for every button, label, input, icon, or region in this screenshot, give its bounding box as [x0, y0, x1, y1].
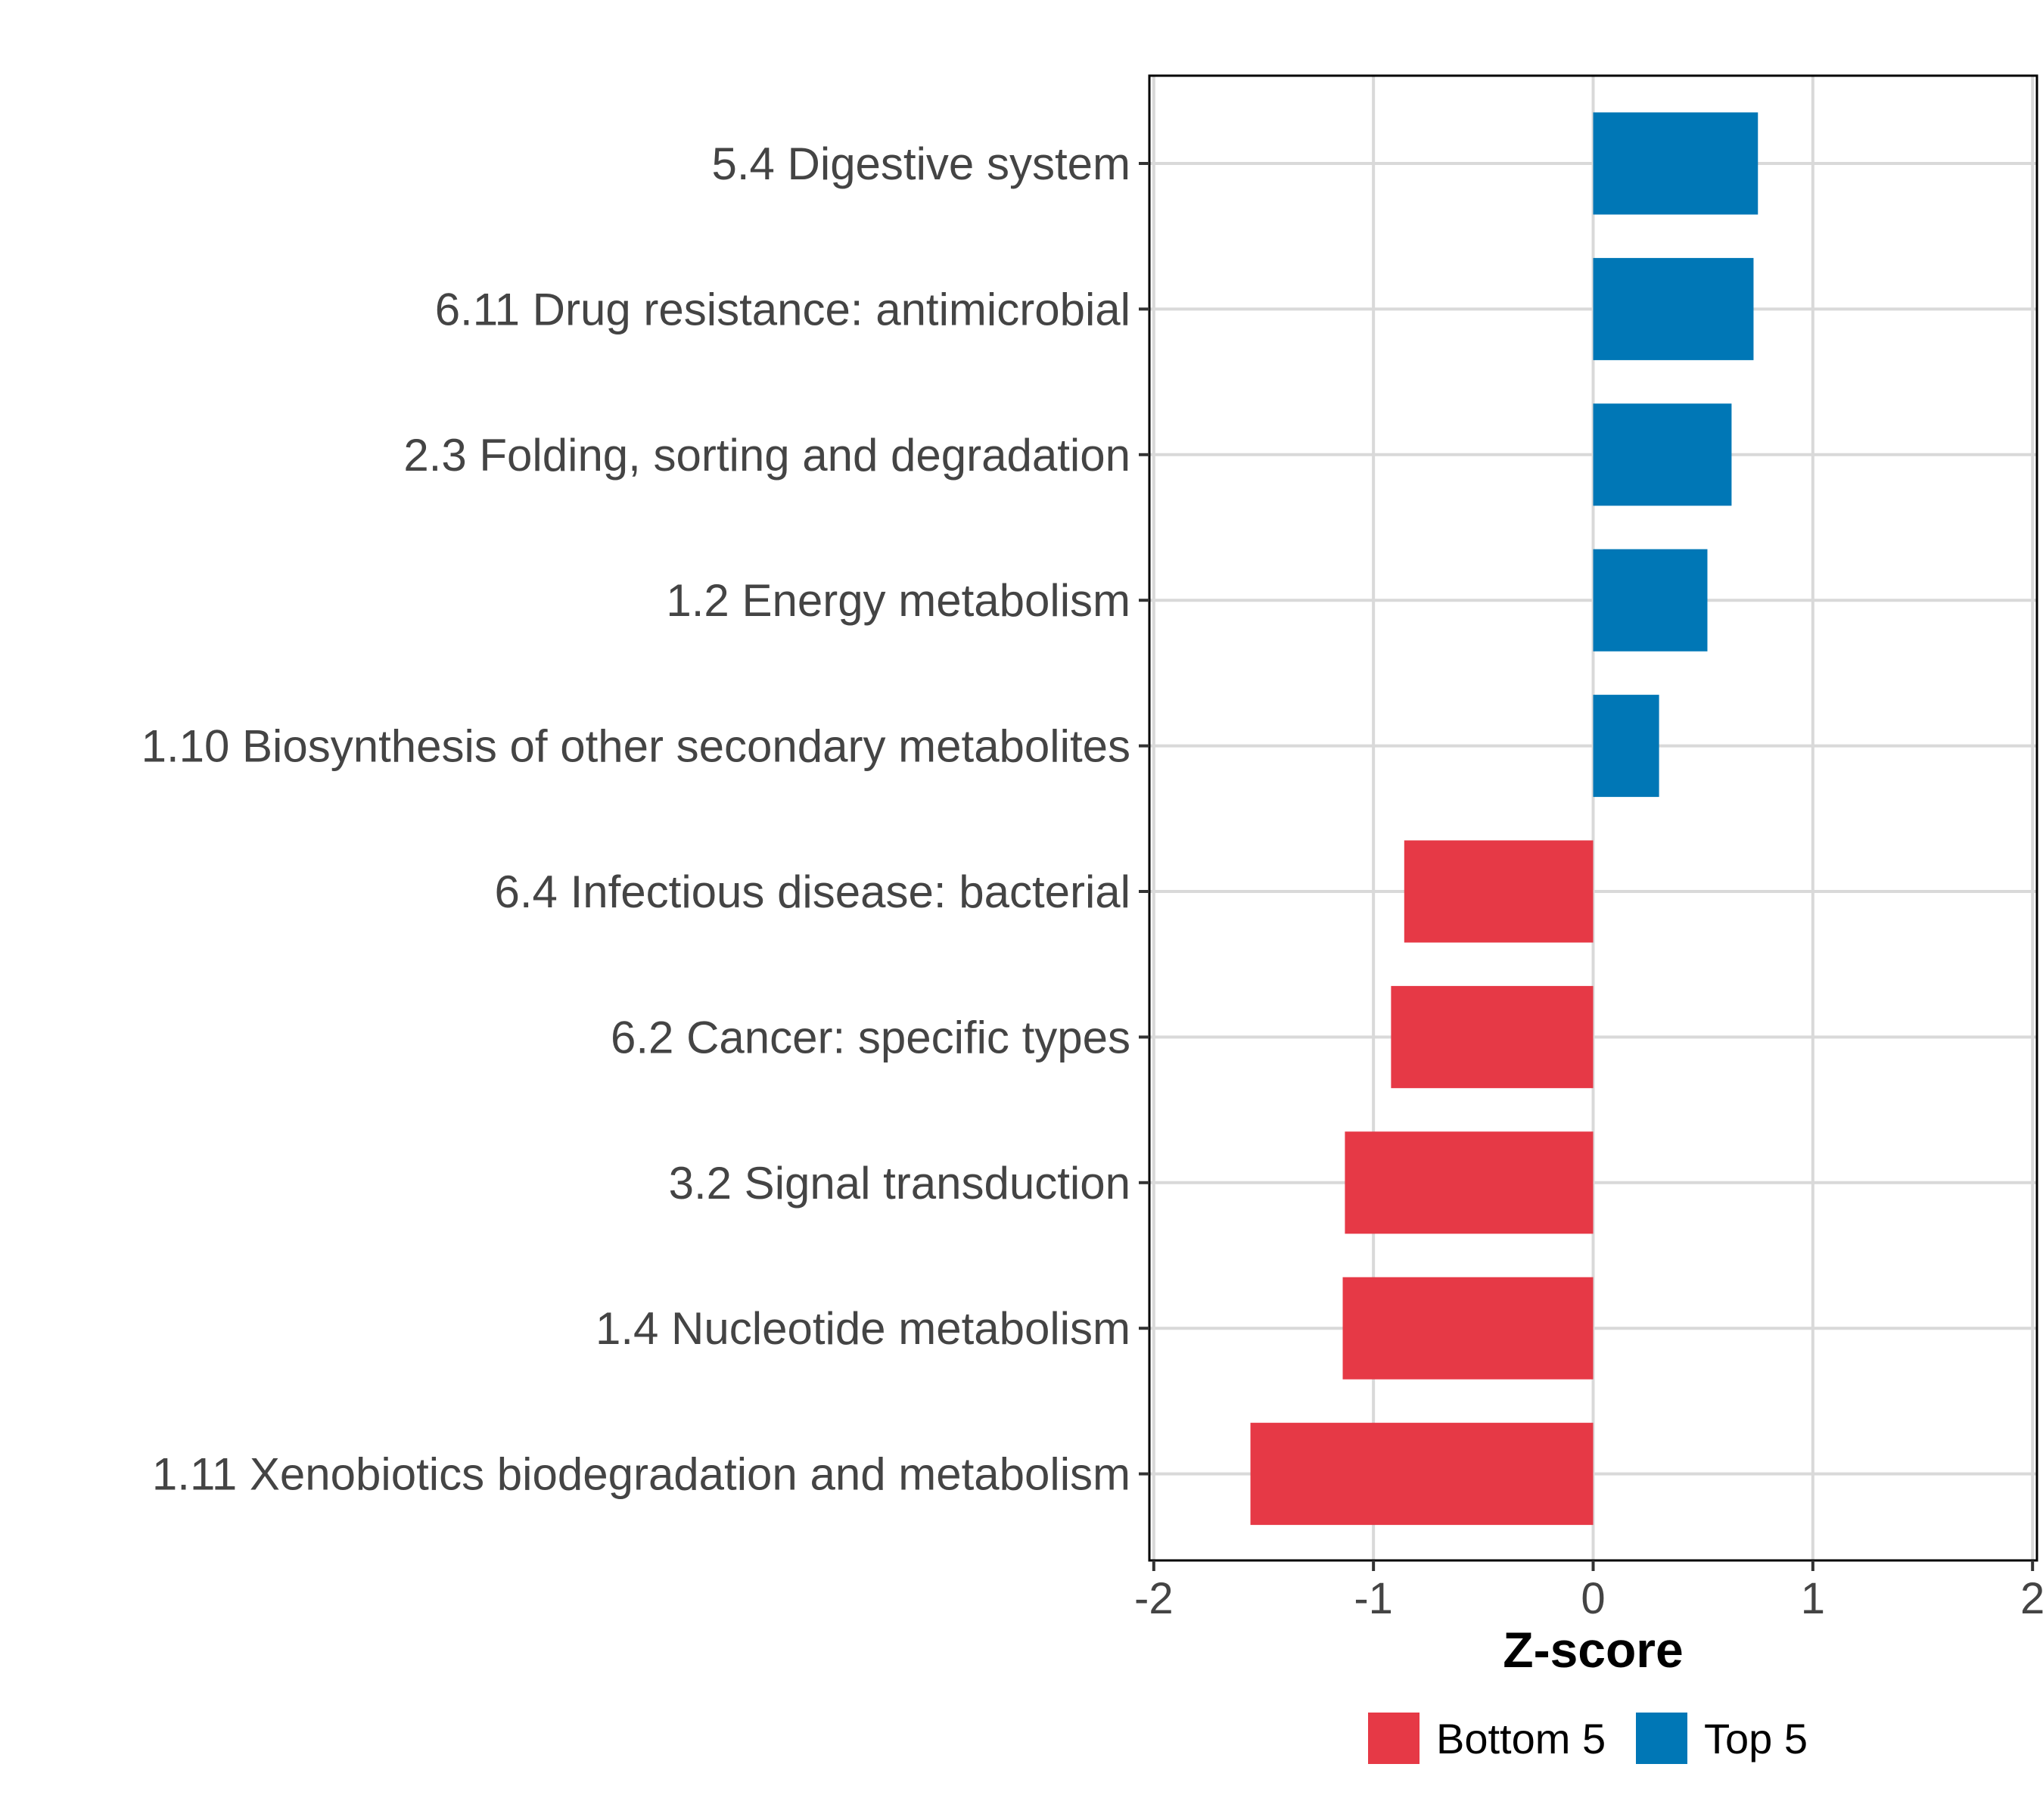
x-tick-label-2: 0: [1581, 1574, 1605, 1623]
x-tick-label-3: 1: [1801, 1574, 1825, 1623]
category-label-6: 6.2 Cancer: specific types: [611, 1012, 1130, 1062]
x-tick-label-0: -2: [1134, 1574, 1174, 1623]
axis-layer: 5.4 Digestive system 6.11 Drug resistance…: [141, 138, 2043, 1623]
bar-0: [1593, 112, 1758, 215]
bar-2: [1593, 403, 1732, 506]
category-label-8: 1.4 Nucleotide metabolism: [595, 1303, 1130, 1354]
legend: Bottom 5 Top 5: [1368, 1713, 1808, 1764]
bar-1: [1593, 257, 1754, 360]
category-label-9: 1.11 Xenobiotics biodegradation and meta…: [152, 1449, 1130, 1500]
legend-swatch-1: [1636, 1713, 1687, 1764]
bar-layer: [1250, 112, 1758, 1526]
category-label-3: 1.2 Energy metabolism: [666, 575, 1130, 626]
bar-8: [1342, 1277, 1594, 1380]
legend-label-1: Top 5: [1704, 1715, 1808, 1762]
legend-swatch-0: [1368, 1713, 1420, 1764]
x-tick-label-4: 2: [2020, 1574, 2043, 1623]
category-label-7: 3.2 Signal transduction: [669, 1158, 1130, 1209]
x-tick-label-1: -1: [1354, 1574, 1393, 1623]
category-label-1: 6.11 Drug resistance: antimicrobial: [435, 284, 1130, 334]
legend-label-0: Bottom 5: [1436, 1715, 1606, 1762]
bar-5: [1404, 840, 1594, 943]
bar-3: [1593, 549, 1708, 652]
category-label-2: 2.3 Folding, sorting and degradation: [403, 430, 1130, 481]
bar-6: [1391, 985, 1594, 1088]
category-label-0: 5.4 Digestive system: [711, 138, 1130, 189]
bar-4: [1593, 695, 1659, 798]
category-label-4: 1.10 Biosynthesis of other secondary met…: [141, 721, 1130, 772]
bar-7: [1345, 1131, 1594, 1234]
category-label-5: 6.4 Infectious disease: bacterial: [495, 866, 1131, 917]
x-axis-title: Z-score: [1503, 1622, 1683, 1678]
bar-9: [1250, 1423, 1594, 1526]
